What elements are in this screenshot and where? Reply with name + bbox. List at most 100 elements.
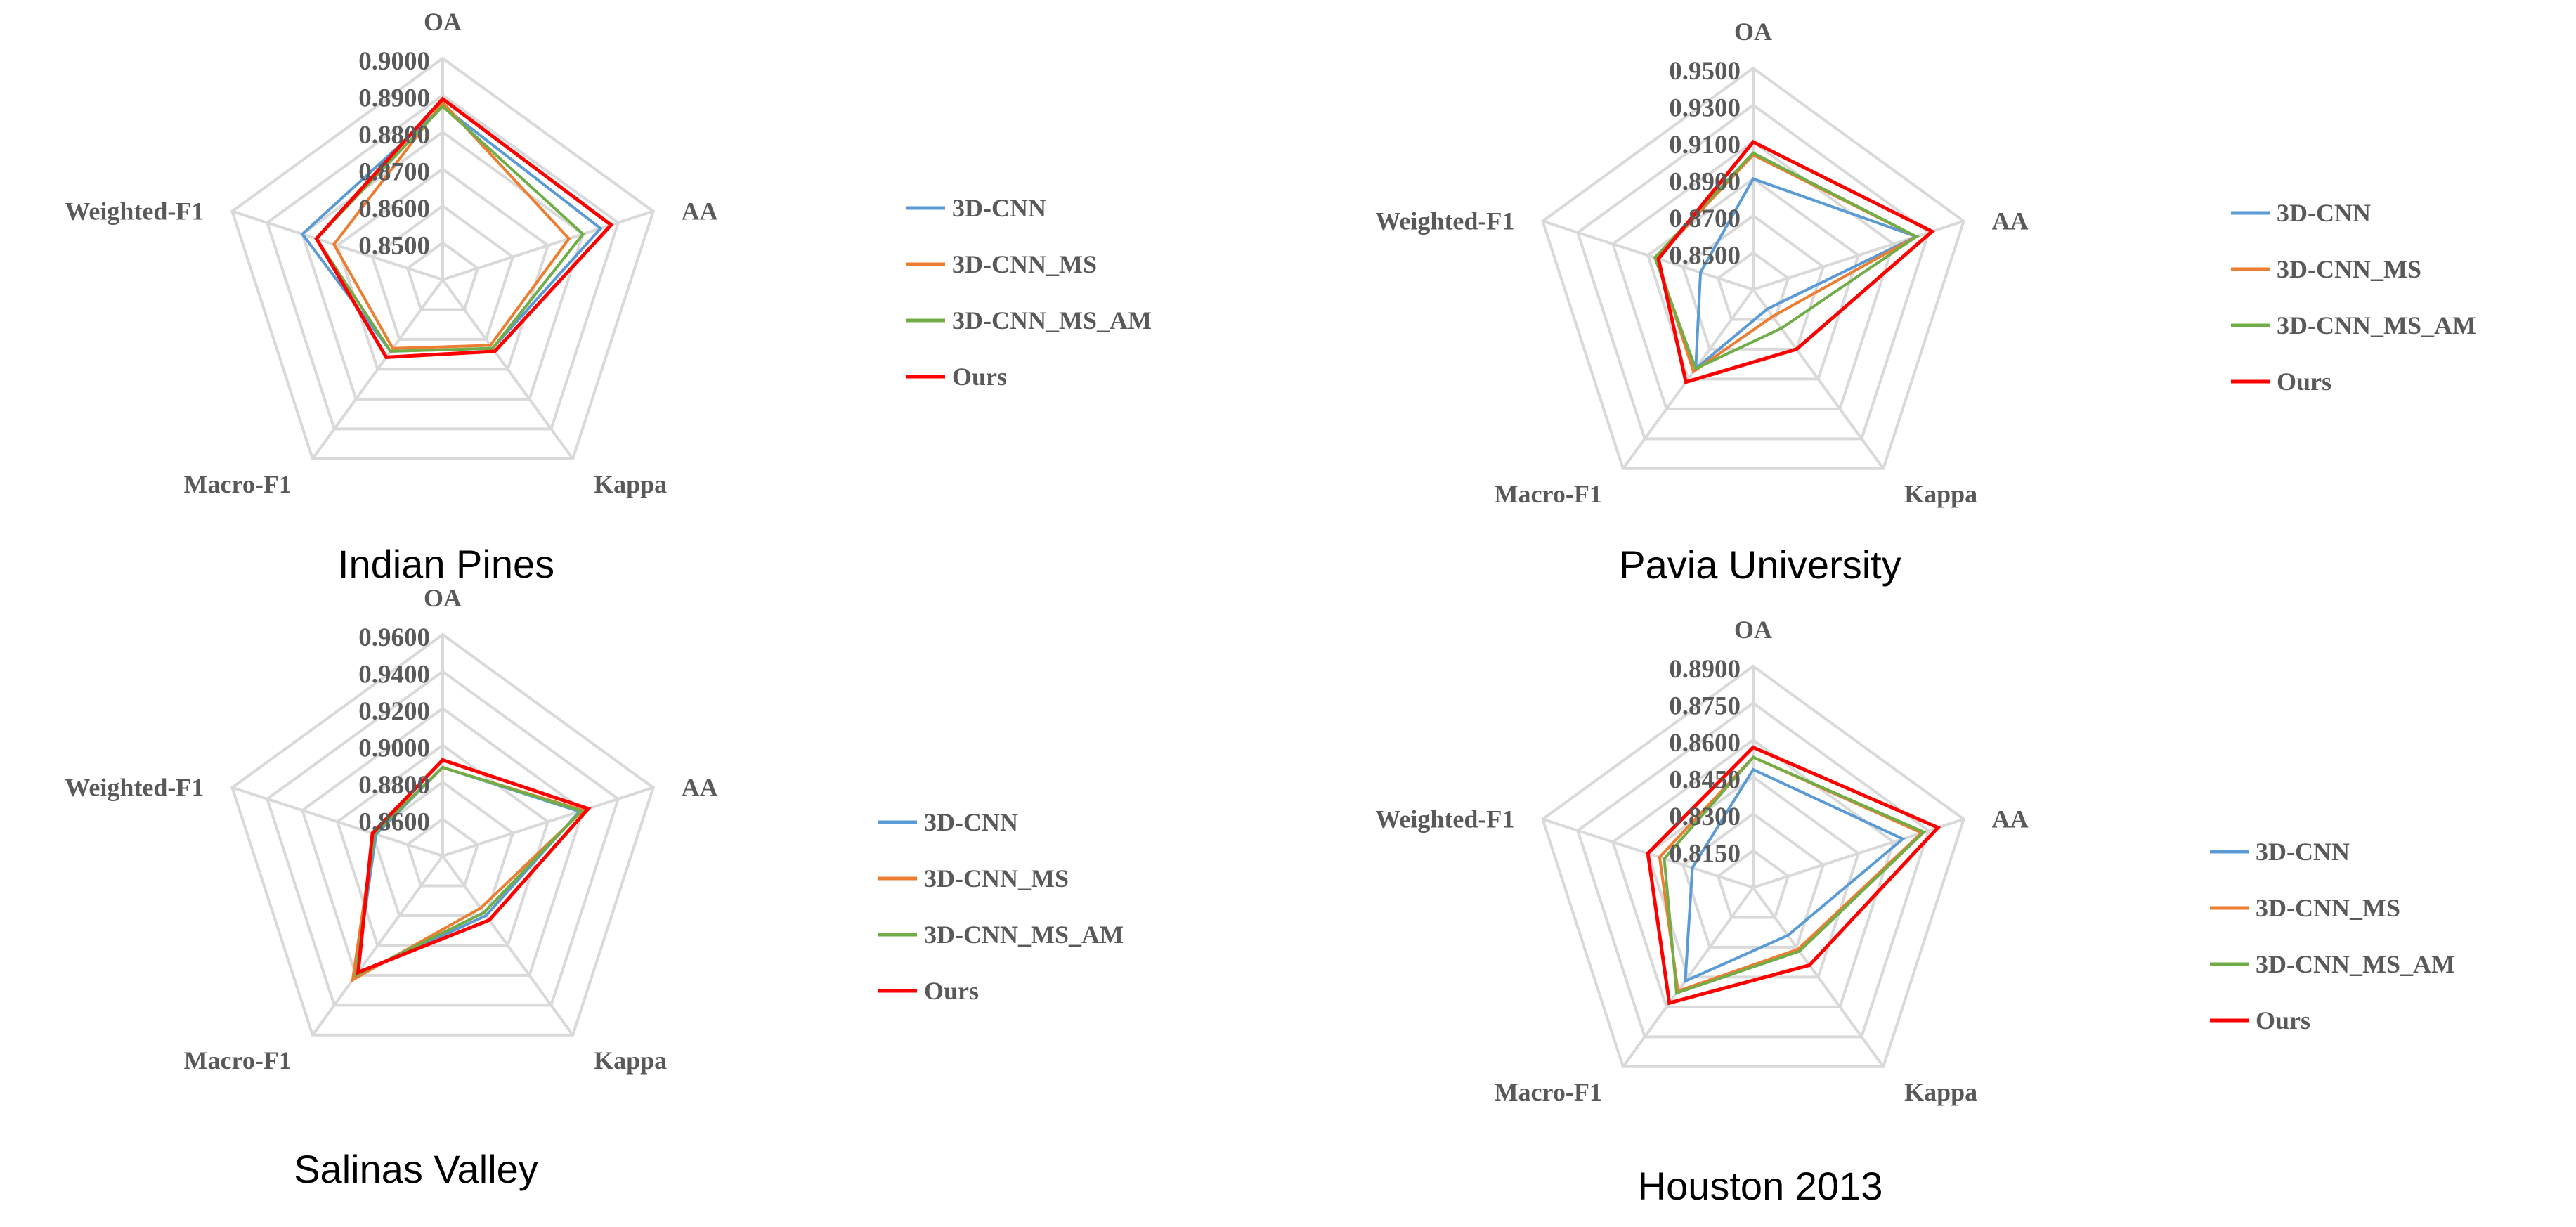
grid-ring <box>230 632 655 1037</box>
axis-label-kappa: Kappa <box>1904 1078 1977 1106</box>
legend-label-3d-cnn-ms: 3D-CNN_MS <box>2277 255 2421 283</box>
panel-title: Indian Pines <box>338 542 554 586</box>
grid-spoke <box>231 209 443 281</box>
series-line-3d-cnn-ms-am <box>1663 755 1927 995</box>
radar-panel-pavia-university: 0.8500 0.8700 0.8900 0.9100 0.9300 0.9500 OA AA… <box>1375 18 2476 587</box>
axis-label-aa: AA <box>1992 805 2029 833</box>
tick-label: 0.8500 <box>358 232 430 261</box>
grid-spoke <box>1622 886 1755 1068</box>
tick-label: 0.9000 <box>358 47 430 76</box>
legend-label-3d-cnn-ms: 3D-CNN_MS <box>924 864 1069 892</box>
series-line-ours <box>314 96 614 359</box>
grid-ring <box>1646 177 1861 381</box>
grid-ring <box>1716 849 1790 919</box>
grid-ring <box>300 130 585 401</box>
grid-ring <box>265 93 620 431</box>
axis-label-aa: AA <box>682 197 718 226</box>
grid-spoke <box>1542 219 1754 291</box>
grid-spoke <box>1752 817 1965 889</box>
axis-label-kappa: Kappa <box>594 1046 667 1075</box>
grid-ring <box>405 817 480 888</box>
tick-label: 0.9000 <box>358 734 430 763</box>
tick-label: 0.8900 <box>358 84 430 113</box>
tick-label: 0.8600 <box>358 808 430 837</box>
legend-label-ours: Ours <box>2256 1006 2310 1034</box>
legend: 3D-CNN 3D-CNN_MS 3D-CNN_MS_AM Ours <box>2231 199 2476 396</box>
grid-spoke <box>311 278 444 460</box>
axis-label-weighted-f1: Weighted-F1 <box>1375 207 1514 235</box>
grid-spoke <box>442 786 654 857</box>
grid-spoke <box>441 278 574 460</box>
grid-spoke <box>1752 288 1885 470</box>
legend-label-3d-cnn-ms: 3D-CNN_MS <box>2256 894 2400 922</box>
legend-label-3d-cnn-ms-am: 3D-CNN_MS_AM <box>2256 950 2455 978</box>
tick-label: 0.8700 <box>1669 204 1741 233</box>
tick-label: 0.9100 <box>1669 131 1741 160</box>
legend: 3D-CNN 3D-CNN_MS 3D-CNN_MS_AM Ours <box>906 194 1152 391</box>
tick-label: 0.8900 <box>1669 168 1741 197</box>
grid-ring <box>370 204 515 341</box>
radar-panel-salinas-valley: 0.8600 0.8800 0.9000 0.9200 0.9400 0.9600 OA AA… <box>65 584 1124 1191</box>
tick-label: 0.8700 <box>358 158 430 187</box>
legend-label-ours: Ours <box>924 977 979 1005</box>
series-line-3d-cnn-ms-am <box>314 104 585 353</box>
series-line-3d-cnn-ms-am <box>354 765 584 978</box>
tick-label: 0.8450 <box>1669 766 1741 795</box>
legend-label-3d-cnn-ms-am: 3D-CNN_MS_AM <box>952 306 1152 335</box>
radar-panel-indian-pines: 0.8500 0.8600 0.8700 0.8800 0.8900 0.9000 OA AA… <box>65 8 1152 586</box>
axis-label-weighted-f1: Weighted-F1 <box>65 774 204 802</box>
legend-label-3d-cnn-ms-am: 3D-CNN_MS_AM <box>2277 311 2476 339</box>
grid-ring <box>1681 214 1826 351</box>
grid-ring <box>1646 775 1861 979</box>
series-line-ours <box>1656 139 1936 384</box>
legend-label-ours: Ours <box>952 363 1007 391</box>
legend: 3D-CNN 3D-CNN_MS 3D-CNN_MS_AM Ours <box>878 808 1124 1005</box>
grid-ring <box>1575 103 1931 441</box>
grid-ring <box>1541 66 1965 470</box>
axis-label-aa: AA <box>1992 207 2029 235</box>
axis-label-macro-f1: Macro-F1 <box>184 1046 292 1075</box>
tick-label: 0.8500 <box>1669 242 1741 271</box>
legend-label-3d-cnn: 3D-CNN <box>2277 199 2371 227</box>
grid-spoke <box>1622 288 1755 470</box>
grid-spoke <box>441 855 574 1037</box>
legend: 3D-CNN 3D-CNN_MS 3D-CNN_MS_AM Ours <box>2210 838 2455 1034</box>
grid-ring <box>265 670 620 1007</box>
grid-spoke <box>311 855 444 1037</box>
tick-label: 0.9400 <box>358 661 430 689</box>
tick-label: 0.8900 <box>1669 655 1741 684</box>
series-line-ours <box>356 758 592 975</box>
legend-label-3d-cnn-ms: 3D-CNN_MS <box>952 250 1097 278</box>
panel-title: Pavia University <box>1619 543 1901 587</box>
series-line-3d-cnn-ms <box>332 100 571 350</box>
tick-label: 0.9200 <box>358 697 430 726</box>
axis-label-weighted-f1: Weighted-F1 <box>1375 805 1514 833</box>
axis-label-macro-f1: Macro-F1 <box>1495 480 1602 508</box>
legend-label-3d-cnn-ms-am: 3D-CNN_MS_AM <box>924 921 1124 949</box>
tick-label: 0.9300 <box>1669 94 1741 123</box>
series-line-ours <box>1646 745 1941 1006</box>
tick-label: 0.8150 <box>1669 840 1741 869</box>
series-line-3d-cnn <box>1684 767 1906 984</box>
grid-ring <box>1541 664 1965 1068</box>
grid-ring <box>1681 812 1826 949</box>
axis-label-oa: OA <box>424 584 462 612</box>
axis-label-macro-f1: Macro-F1 <box>184 470 292 498</box>
tick-label: 0.8600 <box>1669 729 1741 758</box>
radar-panel-houston-2013: 0.8150 0.8300 0.8450 0.8600 0.8750 0.8900 OA AA… <box>1375 616 2455 1208</box>
axis-label-weighted-f1: Weighted-F1 <box>65 197 204 226</box>
tick-label: 0.8750 <box>1669 692 1741 721</box>
legend-label-ours: Ours <box>2277 368 2331 396</box>
grid-ring <box>1611 140 1896 410</box>
grid-ring <box>230 56 655 460</box>
tick-label: 0.8800 <box>358 121 430 150</box>
tick-label: 0.9500 <box>1669 57 1741 86</box>
legend-label-3d-cnn: 3D-CNN <box>2256 838 2350 866</box>
legend-label-3d-cnn: 3D-CNN <box>952 194 1046 222</box>
axis-label-oa: OA <box>1734 616 1772 644</box>
legend-label-3d-cnn: 3D-CNN <box>924 808 1018 836</box>
grid-ring <box>300 706 585 977</box>
tick-label: 0.8600 <box>358 195 430 223</box>
grid-spoke <box>1752 886 1885 1068</box>
axis-label-macro-f1: Macro-F1 <box>1495 1078 1602 1106</box>
